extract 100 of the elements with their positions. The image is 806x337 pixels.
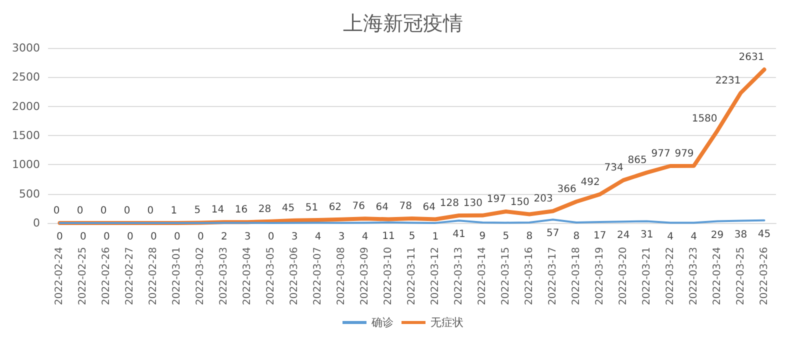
- data-label: 130: [463, 198, 482, 209]
- data-label: 0: [56, 232, 63, 242]
- data-label: 0: [100, 206, 107, 216]
- data-label: 31: [640, 230, 654, 241]
- x-tick-label: 2022-03-13: [453, 247, 464, 306]
- data-label: 41: [452, 229, 466, 240]
- data-label: 4: [362, 231, 368, 242]
- x-tick-label: 2022-03-19: [594, 247, 606, 306]
- data-label: 8: [573, 231, 580, 242]
- y-tick-label: 2000: [12, 100, 40, 113]
- x-tick-label: 2022-03-17: [547, 247, 558, 306]
- data-label: 1: [432, 231, 439, 242]
- data-label: 0: [104, 232, 110, 242]
- x-tick-label: 2022-03-10: [383, 247, 394, 306]
- data-label: 5: [408, 231, 416, 242]
- data-label: 0: [124, 206, 130, 216]
- x-tick-label: 2022-03-01: [172, 247, 183, 306]
- x-tick-label: 2022-03-21: [641, 247, 652, 306]
- data-label: 45: [758, 228, 771, 240]
- data-label: 0: [197, 232, 204, 242]
- x-tick-label: 2022-03-20: [618, 247, 629, 306]
- legend-label: 无症状: [430, 316, 464, 329]
- data-label: 64: [376, 202, 389, 213]
- data-label: 0: [127, 232, 134, 242]
- data-label: 979: [674, 148, 694, 160]
- data-label: 17: [594, 230, 606, 242]
- data-label: 0: [150, 232, 157, 242]
- data-label: 197: [486, 194, 506, 206]
- data-label: 203: [534, 194, 553, 205]
- x-tick-label: 2022-03-09: [360, 247, 371, 306]
- data-label: 3: [291, 231, 298, 242]
- x-tick-label: 2022-03-18: [570, 247, 582, 306]
- x-tick-label: 2022-03-14: [476, 247, 488, 306]
- x-tick-label: 2022-03-02: [195, 247, 206, 306]
- data-label: 150: [510, 196, 530, 208]
- data-label: 57: [546, 228, 560, 240]
- data-label: 8: [526, 231, 533, 242]
- data-label: 38: [734, 229, 748, 240]
- data-label: 366: [557, 184, 576, 196]
- x-tick-label: 2022-02-24: [54, 247, 66, 306]
- x-tick-label: 2022-03-16: [524, 247, 535, 306]
- legend-label: 确诊: [370, 316, 394, 329]
- x-tick-label: 2022-03-07: [312, 247, 324, 306]
- data-label: 64: [422, 202, 436, 213]
- y-tick-label: 500: [19, 187, 40, 200]
- data-label: 2231: [715, 75, 741, 86]
- x-tick-label: 2022-03-05: [266, 247, 277, 306]
- data-label: 492: [580, 176, 600, 188]
- data-label: 51: [305, 202, 318, 214]
- x-tick-label: 2022-03-15: [500, 247, 512, 306]
- x-tick-label: 2022-02-27: [124, 247, 136, 306]
- x-tick-label: 2022-03-08: [336, 247, 348, 306]
- data-label: 0: [53, 206, 60, 216]
- data-label: 1: [170, 205, 178, 216]
- data-label: 3: [244, 231, 251, 242]
- data-label: 0: [80, 232, 86, 242]
- data-label: 3: [338, 231, 345, 242]
- x-tick-label: 2022-03-11: [406, 247, 418, 306]
- data-label: 0: [76, 206, 84, 216]
- data-label: 2: [220, 231, 228, 242]
- data-label: 24: [616, 230, 630, 242]
- data-label: 865: [628, 155, 647, 166]
- data-label: 9: [479, 230, 486, 242]
- data-label: 0: [147, 206, 154, 216]
- data-label: 5: [502, 231, 510, 242]
- data-label: 14: [211, 204, 224, 216]
- x-tick-label: 2022-03-04: [242, 247, 254, 306]
- data-label: 11: [382, 230, 395, 242]
- data-label: 45: [282, 202, 295, 214]
- x-tick-label: 2022-03-06: [289, 247, 300, 306]
- y-tick-label: 0: [33, 216, 40, 230]
- x-tick-label: 2022-02-25: [78, 247, 89, 306]
- data-label: 16: [234, 204, 248, 216]
- y-tick-label: 1500: [12, 129, 40, 142]
- data-label: 128: [440, 198, 459, 210]
- x-tick-label: 2022-03-03: [218, 247, 230, 306]
- x-tick-label: 2022-03-12: [430, 247, 441, 306]
- data-label: 4: [667, 231, 674, 242]
- data-label: 76: [352, 201, 366, 212]
- data-label: 977: [651, 148, 670, 160]
- y-tick-label: 3000: [12, 42, 40, 54]
- data-label: 28: [258, 204, 272, 215]
- data-label: 734: [604, 162, 624, 174]
- x-tick-label: 2022-03-24: [712, 247, 723, 306]
- data-label: 29: [710, 230, 724, 241]
- data-label: 62: [328, 202, 342, 213]
- data-label: 2631: [738, 52, 764, 64]
- data-label: 78: [399, 200, 412, 212]
- x-tick-label: 2022-02-28: [148, 247, 160, 306]
- x-tick-label: 2022-02-26: [101, 247, 112, 306]
- x-tick-label: 2022-03-25: [735, 247, 746, 306]
- chart-title: 上海新冠疫情: [343, 11, 463, 35]
- data-label: 0: [268, 232, 274, 242]
- x-tick-label: 2022-03-23: [688, 247, 700, 306]
- data-label: 0: [174, 232, 180, 242]
- data-label: 4: [314, 231, 322, 242]
- data-label: 5: [194, 205, 201, 216]
- data-label: 4: [690, 231, 697, 242]
- x-tick-label: 2022-03-26: [758, 247, 770, 306]
- data-label: 1580: [692, 113, 718, 124]
